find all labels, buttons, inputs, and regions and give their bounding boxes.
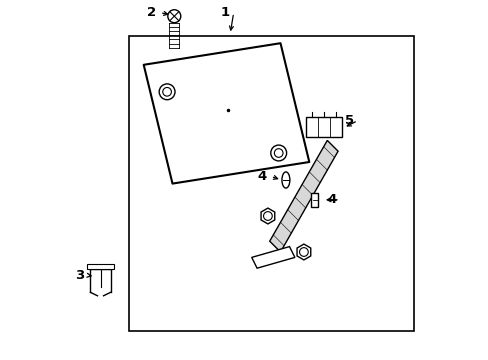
Text: 3: 3 <box>75 269 84 282</box>
Polygon shape <box>269 140 337 252</box>
Text: 2: 2 <box>147 6 156 19</box>
Circle shape <box>263 212 272 220</box>
Text: 5: 5 <box>345 114 354 127</box>
Bar <box>87 264 113 269</box>
Text: 4: 4 <box>257 170 266 183</box>
Circle shape <box>274 149 283 157</box>
Circle shape <box>270 145 286 161</box>
Text: 4: 4 <box>326 193 336 206</box>
Circle shape <box>159 84 175 100</box>
Polygon shape <box>261 208 274 224</box>
Polygon shape <box>296 244 310 260</box>
Ellipse shape <box>282 172 289 188</box>
Circle shape <box>299 248 307 256</box>
Circle shape <box>163 87 171 96</box>
Text: 1: 1 <box>221 6 230 19</box>
Bar <box>129 36 413 331</box>
Bar <box>310 193 318 207</box>
Polygon shape <box>251 247 294 268</box>
Bar <box>305 117 341 137</box>
Polygon shape <box>143 43 309 184</box>
Circle shape <box>167 10 181 23</box>
